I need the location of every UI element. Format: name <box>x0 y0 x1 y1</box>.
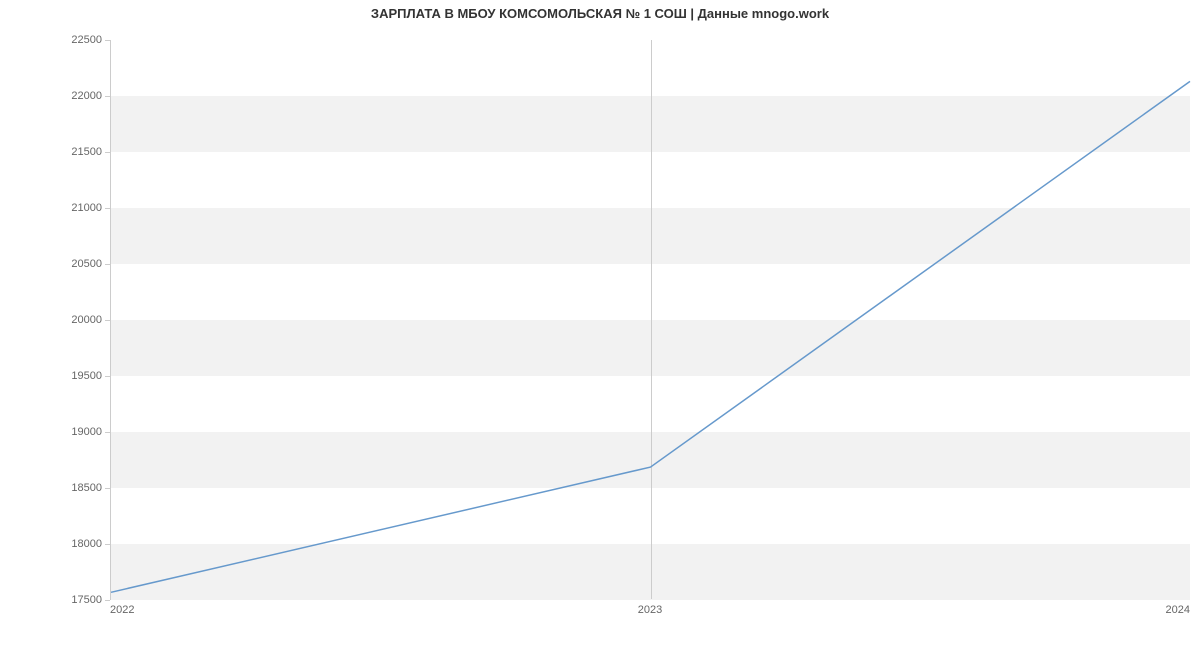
y-tick-mark <box>105 320 110 321</box>
y-tick-mark <box>105 264 110 265</box>
x-tick-label: 2024 <box>1166 604 1190 616</box>
y-tick-label: 19500 <box>22 370 102 382</box>
y-tick-mark <box>105 600 110 601</box>
y-tick-label: 21000 <box>22 202 102 214</box>
y-tick-mark <box>105 488 110 489</box>
x-tick-label: 2022 <box>110 604 134 616</box>
y-tick-mark <box>105 152 110 153</box>
y-tick-label: 18500 <box>22 482 102 494</box>
y-tick-mark <box>105 376 110 377</box>
x-tick-label: 2023 <box>638 604 662 616</box>
y-tick-mark <box>105 544 110 545</box>
y-tick-label: 22500 <box>22 34 102 46</box>
y-tick-label: 22000 <box>22 90 102 102</box>
y-tick-mark <box>105 96 110 97</box>
y-tick-mark <box>105 432 110 433</box>
y-tick-label: 19000 <box>22 426 102 438</box>
y-tick-label: 21500 <box>22 146 102 158</box>
series-salary <box>111 81 1190 592</box>
plot-area <box>110 40 1190 600</box>
y-tick-label: 17500 <box>22 594 102 606</box>
y-tick-label: 18000 <box>22 538 102 550</box>
series-line <box>111 40 1190 599</box>
y-tick-label: 20500 <box>22 258 102 270</box>
y-tick-mark <box>105 40 110 41</box>
chart-title: ЗАРПЛАТА В МБОУ КОМСОМОЛЬСКАЯ № 1 СОШ | … <box>0 6 1200 21</box>
salary-line-chart: ЗАРПЛАТА В МБОУ КОМСОМОЛЬСКАЯ № 1 СОШ | … <box>0 0 1200 650</box>
y-tick-mark <box>105 208 110 209</box>
y-tick-label: 20000 <box>22 314 102 326</box>
